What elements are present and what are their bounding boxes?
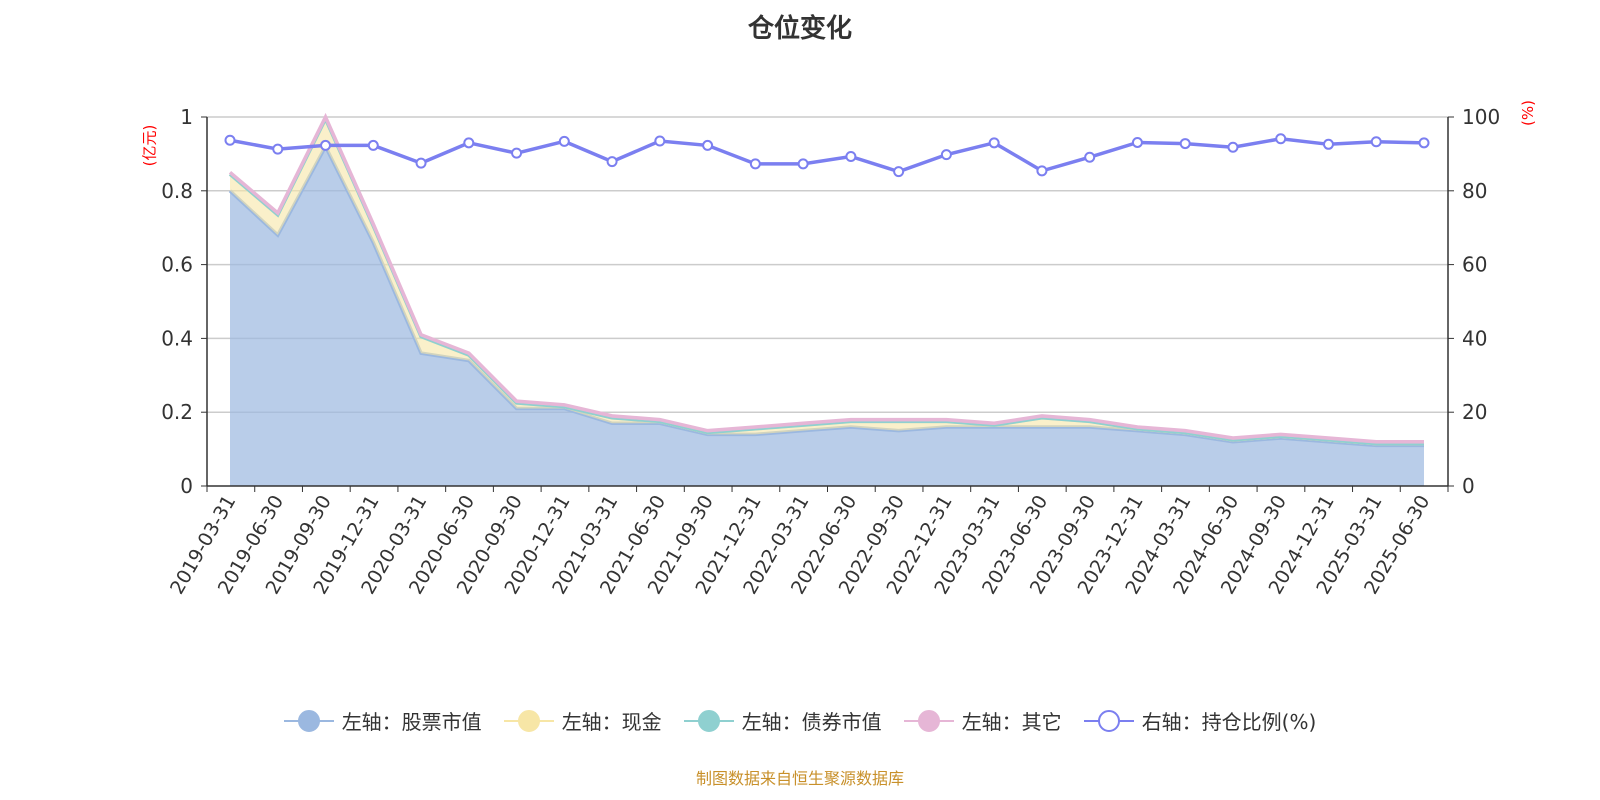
ratio-point xyxy=(1131,136,1143,148)
right-tick-label: 80 xyxy=(1462,179,1487,203)
legend-item[interactable]: 左轴：股票市值 xyxy=(283,706,482,735)
ratio-point xyxy=(1084,151,1096,163)
ratio-point xyxy=(415,157,427,169)
area-左轴：股票市值 xyxy=(230,146,1424,486)
right-tick-label: 40 xyxy=(1462,326,1487,350)
ratio-point xyxy=(558,135,570,147)
right-tick-label: 0 xyxy=(1462,474,1475,498)
legend-marker-icon xyxy=(683,709,734,732)
ratio-point xyxy=(1036,165,1048,177)
ratio-point xyxy=(940,149,952,161)
legend-label: 左轴：债券市值 xyxy=(741,710,882,734)
left-tick-label: 0.2 xyxy=(161,400,193,424)
ratio-point xyxy=(654,135,666,147)
legend-label: 左轴：股票市值 xyxy=(341,710,482,734)
ratio-point xyxy=(511,147,523,159)
chart-title: 仓位变化 xyxy=(747,14,852,44)
legend-marker-icon xyxy=(1083,709,1134,732)
legend-marker-icon xyxy=(283,709,334,732)
legend: 左轴：股票市值 左轴：现金 左轴：债券市值 左轴：其它 右轴：持仓比例(%) xyxy=(0,706,1600,735)
legend-item[interactable]: 左轴：其它 xyxy=(903,706,1062,735)
right-tick-label: 20 xyxy=(1462,400,1487,424)
ratio-line xyxy=(229,137,1425,174)
ratio-point xyxy=(1227,141,1239,153)
legend-marker-icon xyxy=(503,709,554,732)
legend-item[interactable]: 右轴：持仓比例(%) xyxy=(1083,706,1317,735)
ratio-point xyxy=(367,139,379,151)
area-line xyxy=(228,112,1424,444)
ratio-point xyxy=(224,134,236,146)
right-tick-label: 60 xyxy=(1462,253,1487,277)
ratio-point xyxy=(702,139,714,151)
ratio-point xyxy=(1275,133,1287,145)
legend-label: 左轴：其它 xyxy=(961,710,1062,734)
legend-label: 左轴：现金 xyxy=(561,710,662,734)
legend-item[interactable]: 左轴：债券市值 xyxy=(683,706,882,735)
ratio-point xyxy=(1179,138,1191,150)
legend-marker-icon xyxy=(903,709,954,732)
ratio-point xyxy=(606,156,618,168)
footer-source: 制图数据来自恒生聚源数据库 xyxy=(695,769,904,788)
left-tick-label: 0 xyxy=(180,474,193,498)
ratio-point xyxy=(988,137,1000,149)
left-tick-label: 0.8 xyxy=(161,179,193,203)
left-tick-label: 0.4 xyxy=(161,326,193,350)
ratio-point xyxy=(1322,138,1334,150)
ratio-point xyxy=(320,139,332,151)
ratio-point xyxy=(1370,136,1382,148)
ratio-point xyxy=(797,158,809,170)
ratio-point xyxy=(749,158,761,170)
ratio-point xyxy=(1418,137,1430,149)
ratio-point xyxy=(272,143,284,155)
ratio-point xyxy=(463,137,475,149)
ratio-point xyxy=(845,150,857,162)
right-tick-label: 100 xyxy=(1462,105,1500,129)
legend-item[interactable]: 左轴：现金 xyxy=(503,706,662,735)
left-tick-label: 1 xyxy=(180,105,193,129)
legend-label: 右轴：持仓比例(%) xyxy=(1141,710,1317,734)
left-tick-label: 0.6 xyxy=(161,253,193,277)
ratio-point xyxy=(893,166,905,178)
chart-plot: 0 00.2 200.4 400.6 600.8 801 1002019-03-312019… xyxy=(161,105,1500,598)
